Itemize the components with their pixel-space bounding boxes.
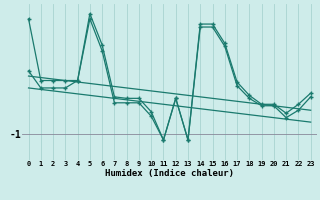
X-axis label: Humidex (Indice chaleur): Humidex (Indice chaleur) — [105, 169, 234, 178]
